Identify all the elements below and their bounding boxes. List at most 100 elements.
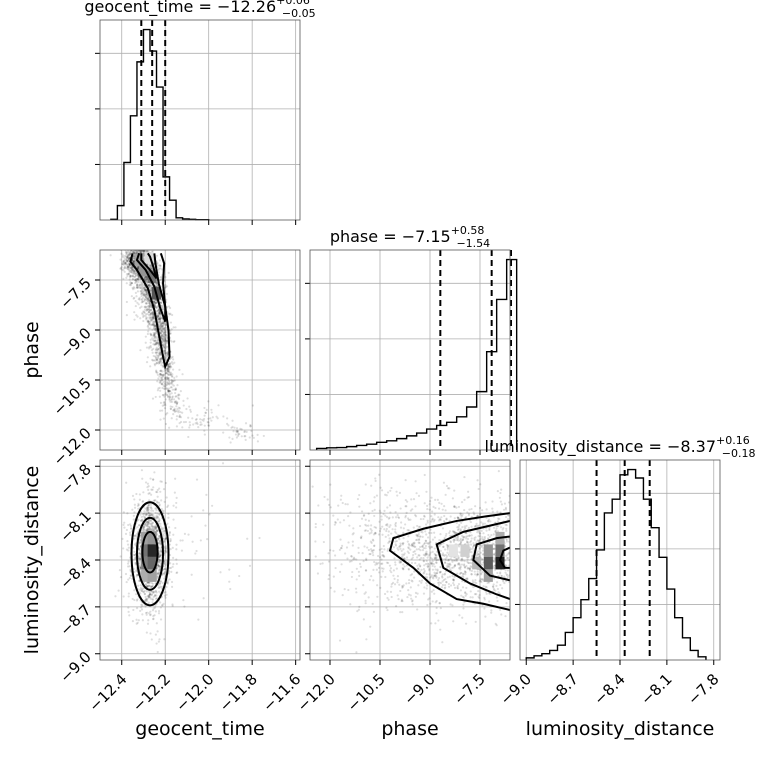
sample-point bbox=[132, 250, 135, 254]
sample-point bbox=[176, 407, 179, 411]
sample-point bbox=[511, 533, 513, 535]
sample-point bbox=[159, 327, 162, 331]
sample-point bbox=[165, 292, 169, 296]
sample-point bbox=[163, 387, 166, 390]
sample-point bbox=[131, 248, 133, 250]
sample-point bbox=[128, 264, 131, 267]
sample-point bbox=[125, 252, 128, 256]
sample-point bbox=[505, 573, 508, 576]
sample-point bbox=[466, 541, 469, 544]
sample-point bbox=[425, 553, 428, 556]
sample-point bbox=[179, 389, 182, 393]
sample-point bbox=[459, 541, 463, 545]
sample-point bbox=[132, 553, 135, 556]
sample-point bbox=[134, 556, 137, 559]
sample-point bbox=[141, 499, 145, 503]
sample-point bbox=[144, 317, 148, 320]
sample-point bbox=[499, 500, 502, 503]
panel-content bbox=[114, 460, 261, 654]
sample-point bbox=[159, 326, 162, 329]
histogram-bar bbox=[163, 177, 170, 220]
sample-point bbox=[160, 329, 164, 333]
sample-point bbox=[144, 598, 147, 601]
sample-point bbox=[144, 306, 147, 309]
sample-point bbox=[160, 552, 163, 555]
sample-point bbox=[125, 252, 128, 255]
sample-point bbox=[422, 592, 426, 595]
sample-point bbox=[172, 533, 175, 536]
sample-point bbox=[163, 373, 166, 377]
sample-point bbox=[128, 252, 131, 255]
sample-point bbox=[457, 539, 460, 542]
sample-point bbox=[132, 286, 135, 289]
density-cell bbox=[144, 252, 154, 265]
sample-point bbox=[140, 239, 142, 241]
sample-point bbox=[499, 571, 502, 574]
sample-point bbox=[129, 250, 132, 252]
sample-point bbox=[158, 312, 161, 316]
sample-point bbox=[160, 374, 163, 377]
sample-point bbox=[136, 251, 139, 254]
sample-point bbox=[145, 280, 148, 283]
sample-point bbox=[172, 409, 176, 412]
sample-point bbox=[148, 612, 151, 615]
sample-point bbox=[492, 585, 495, 588]
sample-point bbox=[157, 341, 160, 344]
sample-point bbox=[145, 298, 148, 301]
contour-line bbox=[135, 516, 165, 591]
sample-point bbox=[156, 566, 159, 569]
sample-point bbox=[161, 324, 165, 327]
sample-point bbox=[136, 315, 139, 318]
sample-point bbox=[445, 518, 448, 521]
sample-point bbox=[165, 326, 168, 329]
sample-point bbox=[150, 292, 153, 295]
contour-line bbox=[141, 530, 159, 574]
sample-point bbox=[140, 245, 142, 247]
sample-point bbox=[159, 358, 162, 361]
sample-point bbox=[169, 329, 172, 332]
sample-point bbox=[151, 478, 155, 481]
sample-point bbox=[150, 267, 153, 270]
sample-point bbox=[156, 577, 159, 580]
sample-point bbox=[135, 251, 138, 255]
sample-point bbox=[145, 278, 148, 282]
sample-point bbox=[426, 521, 429, 524]
sample-point bbox=[153, 595, 156, 598]
sample-point bbox=[232, 430, 235, 433]
sample-point bbox=[437, 578, 440, 582]
sample-point bbox=[406, 540, 409, 543]
sample-point bbox=[164, 372, 167, 375]
sample-point bbox=[148, 305, 151, 308]
sample-point bbox=[128, 253, 131, 256]
sample-point bbox=[131, 620, 135, 623]
sample-point bbox=[236, 429, 239, 433]
sample-point bbox=[120, 266, 123, 269]
sample-point bbox=[158, 558, 162, 562]
sample-point bbox=[163, 400, 166, 404]
sample-point bbox=[262, 434, 265, 438]
sample-point bbox=[159, 331, 163, 334]
sample-point bbox=[407, 542, 410, 546]
sample-point bbox=[461, 586, 465, 589]
sample-point bbox=[125, 272, 129, 276]
sample-point bbox=[147, 601, 150, 604]
sample-point bbox=[142, 526, 145, 529]
sample-point bbox=[146, 513, 149, 516]
histogram-bar bbox=[447, 422, 457, 450]
histogram-bar bbox=[573, 618, 581, 660]
sample-point bbox=[496, 510, 499, 513]
sample-point bbox=[137, 274, 140, 278]
sample-point bbox=[123, 270, 126, 273]
sample-point bbox=[157, 314, 160, 317]
sample-point bbox=[148, 492, 151, 495]
sample-point bbox=[138, 555, 141, 558]
sample-point bbox=[161, 375, 164, 378]
sample-point bbox=[149, 314, 152, 317]
sample-point bbox=[163, 380, 167, 383]
sample-point bbox=[130, 244, 132, 246]
sample-point bbox=[512, 566, 514, 568]
sample-point bbox=[170, 379, 173, 382]
sample-point bbox=[135, 245, 137, 247]
sample-point bbox=[454, 531, 458, 535]
sample-point bbox=[156, 313, 160, 316]
